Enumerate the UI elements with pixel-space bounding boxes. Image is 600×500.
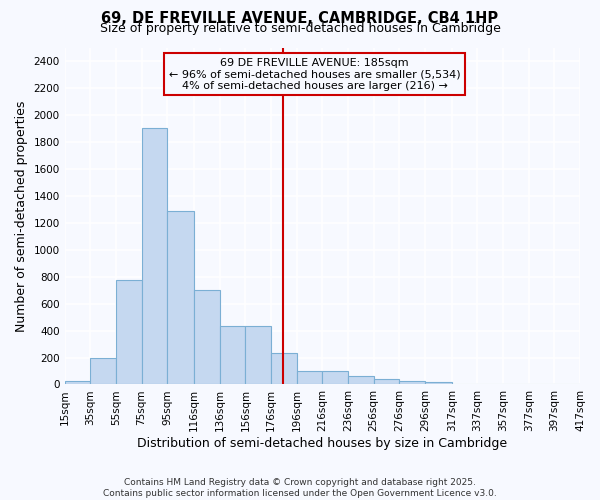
Bar: [220, 326, 245, 384]
Bar: [271, 354, 296, 384]
Bar: [374, 379, 399, 384]
Bar: [322, 371, 348, 384]
Bar: [91, 358, 116, 384]
Y-axis label: Number of semi-detached properties: Number of semi-detached properties: [15, 100, 28, 332]
Text: 69 DE FREVILLE AVENUE: 185sqm
← 96% of semi-detached houses are smaller (5,534)
: 69 DE FREVILLE AVENUE: 185sqm ← 96% of s…: [169, 58, 460, 91]
Bar: [194, 290, 220, 384]
Bar: [296, 371, 322, 384]
Bar: [116, 280, 142, 384]
Bar: [65, 381, 91, 384]
Text: Size of property relative to semi-detached houses in Cambridge: Size of property relative to semi-detach…: [100, 22, 500, 35]
Bar: [245, 326, 271, 384]
Bar: [142, 128, 167, 384]
Text: 69, DE FREVILLE AVENUE, CAMBRIDGE, CB4 1HP: 69, DE FREVILLE AVENUE, CAMBRIDGE, CB4 1…: [101, 11, 499, 26]
Bar: [167, 212, 194, 384]
Bar: [399, 381, 425, 384]
X-axis label: Distribution of semi-detached houses by size in Cambridge: Distribution of semi-detached houses by …: [137, 437, 508, 450]
Bar: [425, 382, 452, 384]
Text: Contains HM Land Registry data © Crown copyright and database right 2025.
Contai: Contains HM Land Registry data © Crown c…: [103, 478, 497, 498]
Bar: [348, 376, 374, 384]
